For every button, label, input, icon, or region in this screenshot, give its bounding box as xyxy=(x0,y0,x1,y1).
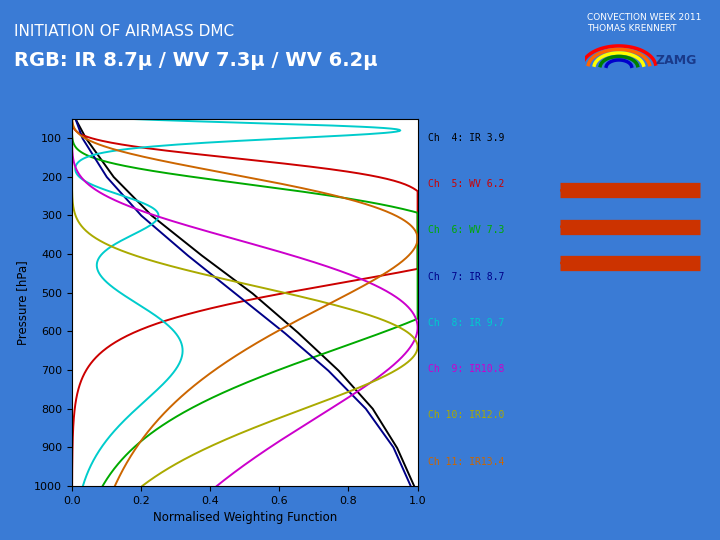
Text: ZAMG: ZAMG xyxy=(656,55,697,68)
Text: THOMAS KRENNERT: THOMAS KRENNERT xyxy=(587,24,676,33)
Text: Ch  7: IR 8.7: Ch 7: IR 8.7 xyxy=(428,272,505,281)
Text: CONVECTION WEEK 2011: CONVECTION WEEK 2011 xyxy=(587,14,701,23)
Text: Ch  9: IR10.8: Ch 9: IR10.8 xyxy=(428,364,505,374)
Text: Ch  4: IR 3.9: Ch 4: IR 3.9 xyxy=(428,133,505,143)
Y-axis label: Pressure [hPa]: Pressure [hPa] xyxy=(16,260,29,345)
Text: Ch  8: IR 9.7: Ch 8: IR 9.7 xyxy=(428,318,505,328)
Text: INITIATION OF AIRMASS DMC: INITIATION OF AIRMASS DMC xyxy=(14,24,235,39)
Text: Ch  6: WV 7.3: Ch 6: WV 7.3 xyxy=(428,225,505,235)
Text: Ch  5: WV 6.2: Ch 5: WV 6.2 xyxy=(428,179,505,189)
X-axis label: Normalised Weighting Function: Normalised Weighting Function xyxy=(153,511,337,524)
Text: RGB: IR 8.7μ / WV 7.3μ / WV 6.2μ: RGB: IR 8.7μ / WV 7.3μ / WV 6.2μ xyxy=(14,51,378,70)
Text: Ch 11: IR13.4: Ch 11: IR13.4 xyxy=(428,457,505,467)
Text: Ch 10: IR12.0: Ch 10: IR12.0 xyxy=(428,410,505,421)
